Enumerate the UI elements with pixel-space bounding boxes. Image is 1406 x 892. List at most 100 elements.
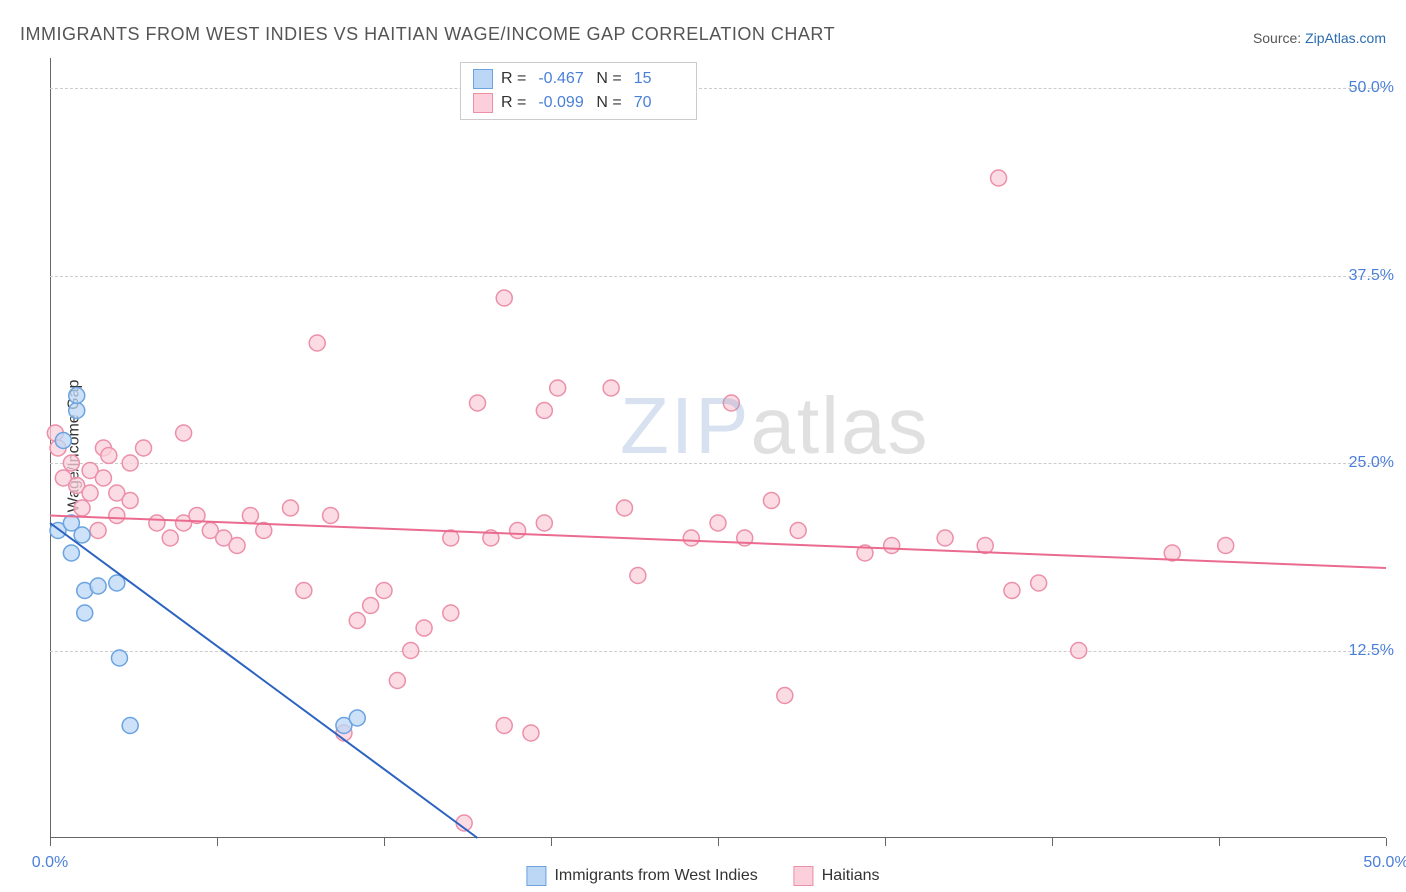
source-link[interactable]: ZipAtlas.com <box>1305 30 1386 46</box>
data-point <box>763 493 779 509</box>
xtick-label: 50.0% <box>1363 854 1406 872</box>
xtick-label: 0.0% <box>32 854 68 872</box>
data-point <box>74 500 90 516</box>
data-point <box>496 290 512 306</box>
data-point <box>991 170 1007 186</box>
data-point <box>1071 643 1087 659</box>
data-point <box>90 578 106 594</box>
data-point <box>90 523 106 539</box>
xtick <box>1219 838 1220 846</box>
data-point <box>937 530 953 546</box>
data-point <box>710 515 726 531</box>
data-point <box>101 448 117 464</box>
stats-row-haitians: R = -0.099 N = 70 <box>473 91 684 115</box>
data-point <box>376 583 392 599</box>
swatch-haitians <box>473 93 493 113</box>
data-point <box>95 470 111 486</box>
xtick <box>50 838 51 846</box>
data-point <box>496 718 512 734</box>
legend-item-west-indies: Immigrants from West Indies <box>526 866 757 886</box>
data-point <box>122 493 138 509</box>
data-point <box>63 455 79 471</box>
data-point <box>176 425 192 441</box>
data-point <box>349 613 365 629</box>
xtick <box>718 838 719 846</box>
series-west-indies <box>50 388 365 734</box>
bottom-legend: Immigrants from West Indies Haitians <box>526 866 879 886</box>
data-point <box>323 508 339 524</box>
data-point <box>242 508 258 524</box>
data-point <box>363 598 379 614</box>
n-value-haitians: 70 <box>634 94 684 112</box>
n-value-west-indies: 15 <box>634 70 684 88</box>
r-value-west-indies: -0.467 <box>538 70 588 88</box>
swatch-haitians <box>794 866 814 886</box>
data-point <box>74 527 90 543</box>
data-point <box>1031 575 1047 591</box>
swatch-west-indies <box>526 866 546 886</box>
data-point <box>536 515 552 531</box>
legend-item-haitians: Haitians <box>794 866 880 886</box>
xtick <box>1386 838 1387 846</box>
r-label: R = <box>501 70 526 88</box>
data-point <box>603 380 619 396</box>
xtick <box>885 838 886 846</box>
data-point <box>884 538 900 554</box>
series-haitians <box>47 170 1233 831</box>
data-point <box>82 485 98 501</box>
swatch-west-indies <box>473 69 493 89</box>
data-point <box>616 500 632 516</box>
data-point <box>136 440 152 456</box>
data-point <box>683 530 699 546</box>
xtick <box>1052 838 1053 846</box>
data-point <box>416 620 432 636</box>
data-point <box>111 650 127 666</box>
n-label: N = <box>596 94 621 112</box>
data-point <box>470 395 486 411</box>
xtick <box>384 838 385 846</box>
data-point <box>510 523 526 539</box>
data-point <box>1004 583 1020 599</box>
data-point <box>1218 538 1234 554</box>
data-point <box>122 455 138 471</box>
data-point <box>523 725 539 741</box>
data-point <box>630 568 646 584</box>
chart-title: IMMIGRANTS FROM WEST INDIES VS HAITIAN W… <box>20 24 835 45</box>
source-prefix: Source: <box>1253 30 1305 46</box>
data-point <box>55 433 71 449</box>
source-attribution: Source: ZipAtlas.com <box>1253 30 1386 46</box>
r-label: R = <box>501 94 526 112</box>
xtick <box>551 838 552 846</box>
data-point <box>69 403 85 419</box>
data-point <box>790 523 806 539</box>
data-point <box>403 643 419 659</box>
n-label: N = <box>596 70 621 88</box>
data-point <box>309 335 325 351</box>
data-point <box>536 403 552 419</box>
data-point <box>63 545 79 561</box>
data-point <box>349 710 365 726</box>
data-point <box>723 395 739 411</box>
data-point <box>296 583 312 599</box>
legend-label-west-indies: Immigrants from West Indies <box>554 867 757 885</box>
data-point <box>389 673 405 689</box>
data-point <box>443 605 459 621</box>
trend-line <box>50 523 478 838</box>
trend-lines <box>50 516 1386 839</box>
stats-legend-box: R = -0.467 N = 15 R = -0.099 N = 70 <box>460 62 697 120</box>
data-point <box>77 605 93 621</box>
data-point <box>109 508 125 524</box>
stats-row-west-indies: R = -0.467 N = 15 <box>473 67 684 91</box>
data-point <box>149 515 165 531</box>
data-point <box>777 688 793 704</box>
data-point <box>550 380 566 396</box>
data-point <box>162 530 178 546</box>
r-value-haitians: -0.099 <box>538 94 588 112</box>
data-point <box>282 500 298 516</box>
plot-svg <box>50 58 1386 838</box>
data-point <box>229 538 245 554</box>
data-point <box>122 718 138 734</box>
legend-label-haitians: Haitians <box>822 867 880 885</box>
xtick <box>217 838 218 846</box>
data-point <box>69 388 85 404</box>
